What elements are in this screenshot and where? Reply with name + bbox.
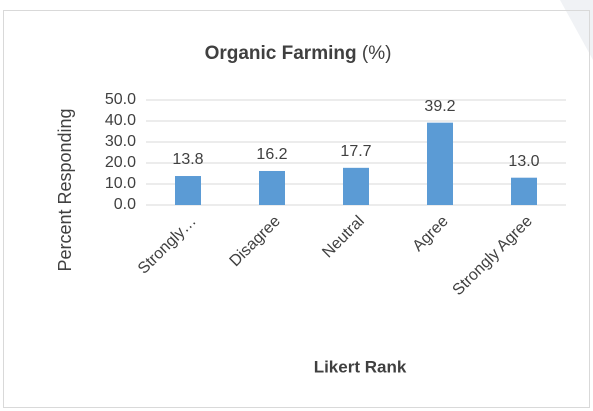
x-tick-label: Disagree bbox=[227, 213, 284, 270]
value-label: 17.7 bbox=[340, 143, 371, 160]
bar bbox=[511, 177, 537, 205]
y-axis-title: Percent Responding bbox=[55, 108, 75, 271]
chart-title: Organic Farming (%) bbox=[205, 43, 392, 64]
chart-title-unit: (%) bbox=[362, 43, 392, 64]
y-tick-label: 20.0 bbox=[105, 154, 136, 171]
value-label: 13.8 bbox=[172, 151, 203, 168]
x-tick-label: Neutral bbox=[319, 213, 368, 262]
bar bbox=[343, 167, 369, 205]
x-tick-label: Agree bbox=[410, 213, 452, 255]
y-tick-label: 30.0 bbox=[105, 133, 136, 150]
x-axis-title: Likert Rank bbox=[314, 357, 407, 376]
value-label: 13.0 bbox=[508, 153, 539, 170]
chart-title-main: Organic Farming bbox=[205, 43, 357, 64]
chart-border bbox=[3, 10, 590, 408]
y-tick-label: 40.0 bbox=[105, 112, 136, 129]
bar bbox=[259, 170, 285, 205]
y-tick-label: 0.0 bbox=[114, 196, 136, 213]
value-label: 16.2 bbox=[256, 146, 287, 163]
bar bbox=[427, 122, 453, 205]
y-tick-label: 10.0 bbox=[105, 175, 136, 192]
x-tick-label: Strongly… bbox=[135, 213, 200, 278]
bar bbox=[175, 176, 201, 205]
decoration bbox=[430, 0, 593, 60]
y-tick-label: 50.0 bbox=[105, 91, 136, 108]
value-label: 39.2 bbox=[424, 98, 455, 115]
x-tick-label: Strongly Agree bbox=[450, 213, 536, 299]
